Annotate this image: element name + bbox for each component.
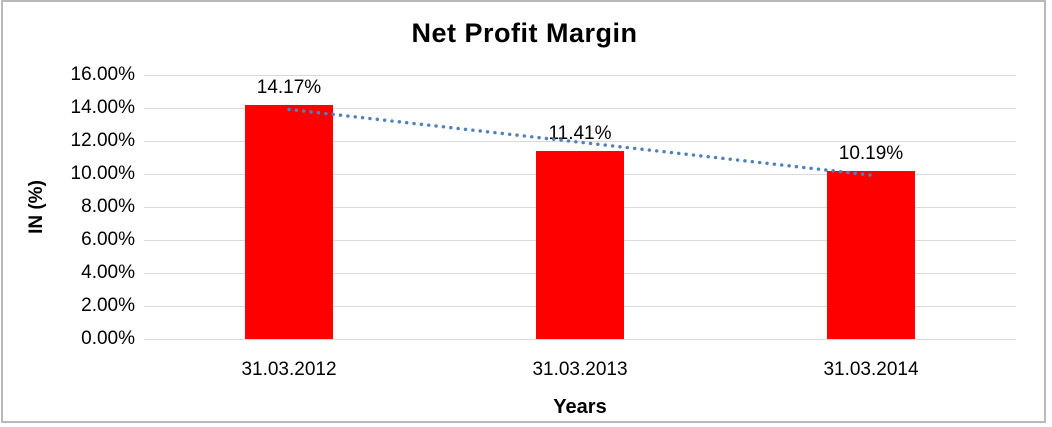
x-axis-tick-label: 31.03.2013	[532, 359, 628, 380]
bar-value-label: 14.17%	[256, 77, 322, 98]
y-axis-tick-label: 10.00%	[70, 163, 135, 184]
gridline	[144, 141, 1016, 142]
x-axis-tick-label: 31.03.2012	[241, 359, 337, 380]
y-axis-tick-label: 2.00%	[81, 295, 135, 316]
y-axis-title: IN (%)	[26, 180, 47, 234]
bar	[536, 151, 624, 339]
y-axis-tick-label: 6.00%	[81, 229, 135, 250]
bar-value-label: 10.19%	[838, 143, 904, 164]
bar	[245, 105, 333, 339]
y-axis-tick-label: 4.00%	[81, 262, 135, 283]
y-axis-tick-label: 14.00%	[70, 97, 135, 118]
y-axis-tick-label: 8.00%	[81, 196, 135, 217]
chart-title: Net Profit Margin	[411, 18, 638, 48]
bar-value-label: 11.41%	[548, 123, 612, 144]
trendline	[287, 107, 873, 177]
x-axis-tick-label: 31.03.2014	[823, 359, 919, 380]
x-axis-title: Years	[553, 396, 607, 418]
gridline	[144, 108, 1016, 109]
plot-area: 0.00% 2.00% 4.00% 6.00% 8.00% 10.00% 12.00% 14.…	[71, 64, 1016, 380]
y-axis-tick-label: 12.00%	[70, 130, 135, 151]
bar	[827, 171, 915, 339]
y-axis-tick-label: 16.00%	[70, 64, 135, 85]
gridline	[144, 339, 1016, 340]
gridline	[144, 75, 1016, 76]
y-axis-tick-label: 0.00%	[81, 328, 135, 349]
